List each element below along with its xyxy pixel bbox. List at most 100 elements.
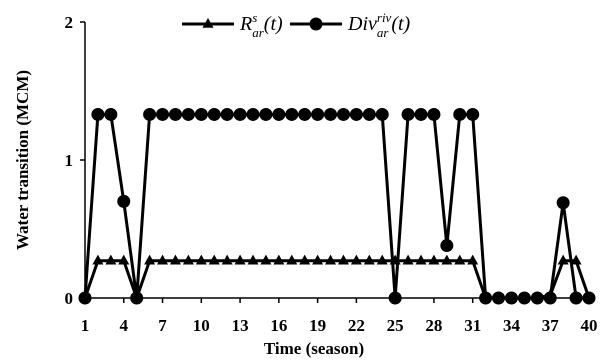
data-point xyxy=(78,291,92,305)
data-point xyxy=(363,254,375,265)
data-point xyxy=(440,239,454,253)
x-tick-label: 25 xyxy=(387,316,404,335)
data-point xyxy=(375,107,389,121)
legend: Rs ar(t) Divriv ar (t) xyxy=(182,10,411,40)
data-point xyxy=(543,291,557,305)
x-tick-label: 19 xyxy=(309,316,326,335)
data-point xyxy=(207,107,221,121)
data-point xyxy=(428,254,440,265)
x-tick-label: 7 xyxy=(158,316,167,335)
data-point xyxy=(194,107,208,121)
series-r-s xyxy=(79,254,595,302)
data-point xyxy=(467,254,479,265)
data-point xyxy=(349,107,363,121)
data-point xyxy=(414,107,428,121)
x-tick-label: 4 xyxy=(120,316,129,335)
data-point xyxy=(336,107,350,121)
data-point xyxy=(130,291,144,305)
data-point xyxy=(582,291,596,305)
data-point xyxy=(492,291,506,305)
y-tick-label: 1 xyxy=(65,151,74,170)
data-point xyxy=(181,107,195,121)
data-point xyxy=(92,254,104,265)
data-point xyxy=(557,254,569,265)
data-point xyxy=(221,254,233,265)
data-point xyxy=(388,291,402,305)
x-tick-label: 16 xyxy=(270,316,287,335)
x-tick-label: 31 xyxy=(464,316,481,335)
data-point xyxy=(350,254,362,265)
data-point xyxy=(402,254,414,265)
data-point xyxy=(530,291,544,305)
data-point xyxy=(168,107,182,121)
data-point xyxy=(324,107,338,121)
data-point xyxy=(182,254,194,265)
data-point xyxy=(117,194,131,208)
data-point xyxy=(272,107,286,121)
data-point xyxy=(157,254,169,265)
data-point xyxy=(91,107,105,121)
data-point xyxy=(208,254,220,265)
data-point xyxy=(311,107,325,121)
legend-marker xyxy=(202,17,214,28)
x-axis-title: Time (season) xyxy=(264,339,364,358)
data-point xyxy=(312,254,324,265)
data-point xyxy=(247,254,259,265)
data-point xyxy=(362,107,376,121)
data-point xyxy=(285,107,299,121)
data-point xyxy=(415,254,427,265)
data-point xyxy=(569,291,583,305)
legend-entry: Rs ar(t) xyxy=(182,10,283,40)
series-line xyxy=(83,112,589,300)
data-point xyxy=(246,107,260,121)
data-point xyxy=(504,291,518,305)
data-point xyxy=(105,254,117,265)
y-axis-title: Water transition (MCM) xyxy=(13,70,32,250)
data-point xyxy=(195,254,207,265)
data-point xyxy=(466,107,480,121)
data-point xyxy=(169,254,181,265)
legend-label: Rs ar(t) xyxy=(239,10,283,40)
series-div-riv xyxy=(78,107,596,305)
data-point xyxy=(104,107,118,121)
x-tick-label: 1 xyxy=(81,316,90,335)
data-point xyxy=(233,107,247,121)
x-tick-label: 13 xyxy=(232,316,249,335)
data-point xyxy=(286,254,298,265)
data-point xyxy=(401,107,415,121)
data-point xyxy=(337,254,349,265)
data-point xyxy=(556,196,570,210)
data-point xyxy=(234,254,246,265)
data-point xyxy=(570,254,582,265)
data-point xyxy=(298,107,312,121)
x-tick-label: 40 xyxy=(581,316,598,335)
x-tick-label: 34 xyxy=(503,316,521,335)
data-point xyxy=(427,107,441,121)
y-tick-label: 2 xyxy=(65,13,74,32)
y-tick-label: 0 xyxy=(65,289,74,308)
data-point xyxy=(220,107,234,121)
data-point xyxy=(325,254,337,265)
data-point xyxy=(454,254,466,265)
x-tick-label: 37 xyxy=(542,316,560,335)
x-tick-label: 10 xyxy=(193,316,210,335)
legend-label: Divriv ar (t) xyxy=(347,10,411,40)
x-tick-label: 28 xyxy=(425,316,442,335)
data-point xyxy=(441,254,453,265)
series-layer xyxy=(78,107,596,305)
data-point xyxy=(118,254,130,265)
data-point xyxy=(143,107,157,121)
data-point xyxy=(259,107,273,121)
legend-entry: Divriv ar (t) xyxy=(290,10,411,40)
x-tick-label: 22 xyxy=(348,316,365,335)
legend-marker xyxy=(309,17,323,31)
data-point xyxy=(144,254,156,265)
data-point xyxy=(156,107,170,121)
data-point xyxy=(479,291,493,305)
data-point xyxy=(453,107,467,121)
data-point xyxy=(376,254,388,265)
data-point xyxy=(517,291,531,305)
data-point xyxy=(260,254,272,265)
